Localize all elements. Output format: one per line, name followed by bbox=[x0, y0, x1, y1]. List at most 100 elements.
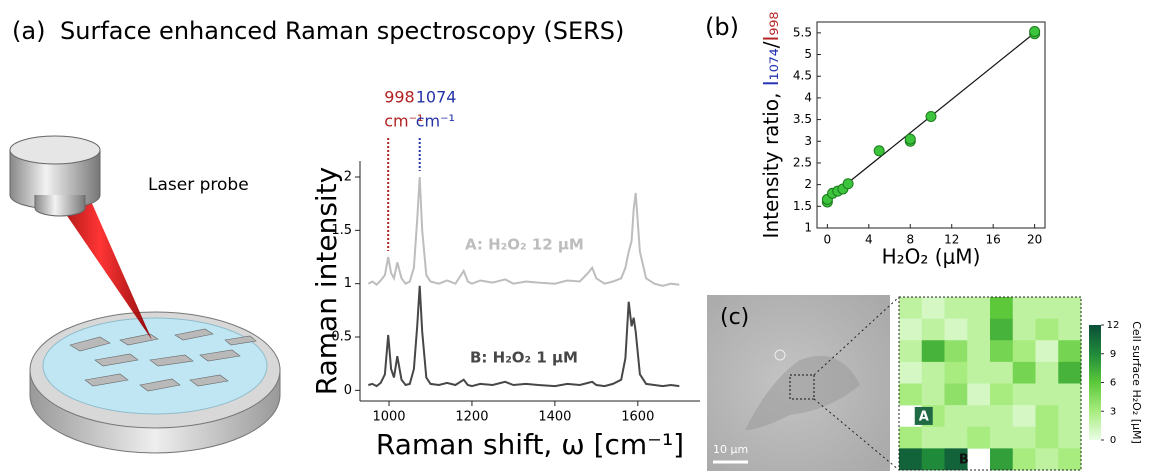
heatmap-cell bbox=[944, 448, 968, 471]
y-tick-label: 5.5 bbox=[793, 25, 812, 39]
x-axis-label: H₂O₂ (μM) bbox=[882, 245, 981, 269]
colorbar-tick-label: 9 bbox=[1110, 349, 1116, 360]
heatmap-cell bbox=[944, 297, 968, 319]
heatmap-cell bbox=[990, 448, 1014, 471]
heatmap-cell bbox=[1058, 340, 1082, 363]
heatmap-cell bbox=[1058, 383, 1082, 406]
peak-label: 998 bbox=[384, 88, 415, 107]
data-point bbox=[1029, 26, 1041, 38]
heatmap-cell bbox=[899, 383, 923, 406]
y-tick-label: 3.5 bbox=[793, 112, 812, 126]
heatmap-cell bbox=[1012, 383, 1036, 406]
heatmap-cell bbox=[1035, 297, 1059, 319]
scale-bar-label: 10 μm bbox=[713, 443, 748, 456]
chart-title: Surface enhanced Raman spectroscopy (SER… bbox=[60, 17, 624, 45]
y-tick-label: 1 bbox=[344, 276, 352, 291]
panel-label: (c) bbox=[720, 305, 749, 330]
heatmap-cell bbox=[990, 426, 1014, 449]
heatmap-cell bbox=[1035, 383, 1059, 406]
colorbar-tick-label: 3 bbox=[1110, 406, 1116, 417]
heatmap-cell bbox=[944, 340, 968, 363]
y-tick-label: 0.5 bbox=[331, 330, 352, 345]
y-tick-label: 4.5 bbox=[793, 69, 812, 83]
heatmap-cell bbox=[1012, 361, 1036, 384]
colorbar-tick-label: 6 bbox=[1110, 378, 1116, 389]
colorbar-label: Cell surface H₂O₂ [μM] bbox=[1130, 321, 1143, 444]
heatmap-cell bbox=[921, 448, 945, 471]
cell-annotation: B bbox=[959, 453, 969, 468]
heatmap-cell bbox=[967, 340, 991, 363]
heatmap-cell bbox=[1058, 426, 1082, 449]
y-tick-label: 1 bbox=[804, 221, 812, 235]
data-point bbox=[904, 133, 916, 145]
x-tick-label: 20 bbox=[1027, 233, 1042, 247]
y-tick-label: 3 bbox=[804, 134, 812, 148]
data-point bbox=[842, 178, 854, 190]
colorbar bbox=[1089, 325, 1101, 440]
peak-label: 1074 bbox=[416, 88, 457, 107]
series-label: B: H₂O₂ 1 μM bbox=[470, 349, 578, 367]
heatmap-cell bbox=[899, 426, 923, 449]
heatmap-cell bbox=[1058, 297, 1082, 319]
heatmap-cell bbox=[921, 297, 945, 319]
y-axis-label-ratio: / bbox=[759, 41, 783, 48]
panel-label: (b) bbox=[705, 13, 739, 41]
data-point bbox=[925, 111, 937, 123]
heatmap-cell bbox=[1035, 361, 1059, 384]
heatmap-cell bbox=[899, 340, 923, 363]
y-tick-label: 1.5 bbox=[793, 199, 812, 213]
heatmap-cell bbox=[1035, 340, 1059, 363]
x-tick-label: 4 bbox=[865, 233, 873, 247]
heatmap-cell bbox=[990, 297, 1014, 319]
y-tick-label: 2.5 bbox=[793, 155, 812, 169]
heatmap-cell bbox=[944, 361, 968, 384]
colorbar-tick-label: 12 bbox=[1107, 320, 1120, 331]
heatmap-cell bbox=[1035, 318, 1059, 341]
heatmap-cell bbox=[899, 448, 923, 471]
heatmap-cell bbox=[1035, 426, 1059, 449]
spectrum-line bbox=[368, 285, 680, 388]
y-tick-label: 2 bbox=[344, 170, 352, 185]
x-tick-label: 12 bbox=[944, 233, 959, 247]
heatmap-cell bbox=[1012, 405, 1036, 428]
peak-unit: cm⁻¹ bbox=[416, 112, 455, 131]
y-tick-label: 4 bbox=[804, 90, 812, 104]
panel-label: (a) bbox=[12, 17, 45, 45]
heatmap-cell bbox=[967, 361, 991, 384]
x-tick-label: 8 bbox=[906, 233, 914, 247]
illustration: Laser probe bbox=[9, 135, 281, 454]
heatmap-cell bbox=[967, 383, 991, 406]
heatmap-cell bbox=[967, 297, 991, 319]
y-tick-label: 2 bbox=[804, 177, 812, 191]
series-label: A: H₂O₂ 12 μM bbox=[465, 236, 584, 254]
heatmap-cell bbox=[899, 318, 923, 341]
data-point bbox=[873, 145, 885, 157]
x-tick-label: 0 bbox=[824, 233, 832, 247]
heatmap-cell bbox=[1012, 318, 1036, 341]
heatmap-cell bbox=[1012, 426, 1036, 449]
x-tick-label: 1000 bbox=[372, 410, 405, 425]
colorbar-tick-label: 0 bbox=[1110, 435, 1116, 446]
cell-annotation: A bbox=[919, 409, 929, 424]
heatmap-cell bbox=[967, 405, 991, 428]
heatmap-cell bbox=[967, 426, 991, 449]
heatmap-cell bbox=[944, 318, 968, 341]
heatmap-cell bbox=[921, 361, 945, 384]
spectrum-line bbox=[367, 176, 680, 287]
plot-frame bbox=[816, 21, 1046, 229]
x-tick-label: 1600 bbox=[621, 410, 654, 425]
heatmap-cell bbox=[921, 426, 945, 449]
heatmap-cell bbox=[990, 318, 1014, 341]
heatmap-cell bbox=[1035, 448, 1059, 471]
x-tick-label: 1200 bbox=[455, 410, 488, 425]
heatmap-cell bbox=[990, 340, 1014, 363]
y-tick-label: 0 bbox=[344, 383, 352, 398]
y-axis-label-ratio: I₁₀₇₄ bbox=[759, 48, 783, 86]
heatmap-cell bbox=[990, 383, 1014, 406]
peak-unit: cm⁻¹ bbox=[384, 112, 423, 131]
heatmap-cell bbox=[921, 318, 945, 341]
heatmap-cell bbox=[1058, 448, 1082, 471]
heatmap-cell bbox=[944, 426, 968, 449]
heatmap-cell bbox=[990, 405, 1014, 428]
